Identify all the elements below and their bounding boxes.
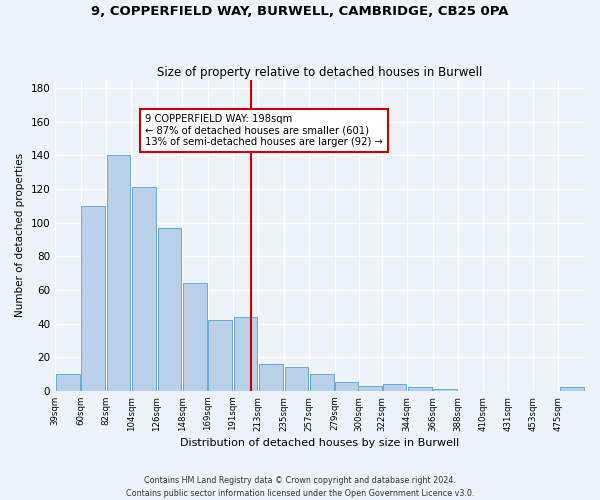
Bar — [183, 283, 206, 391]
Bar — [107, 156, 130, 391]
Bar — [234, 317, 257, 391]
Bar — [82, 206, 105, 391]
Bar — [408, 388, 432, 391]
Bar — [284, 368, 308, 391]
Bar — [56, 374, 80, 391]
Bar — [433, 389, 457, 391]
Bar — [208, 320, 232, 391]
Bar — [132, 188, 156, 391]
Bar — [358, 386, 382, 391]
Bar — [335, 382, 358, 391]
Title: Size of property relative to detached houses in Burwell: Size of property relative to detached ho… — [157, 66, 483, 78]
Bar — [158, 228, 181, 391]
Bar — [383, 384, 406, 391]
Text: Contains HM Land Registry data © Crown copyright and database right 2024.
Contai: Contains HM Land Registry data © Crown c… — [126, 476, 474, 498]
Bar — [560, 388, 584, 391]
Text: 9, COPPERFIELD WAY, BURWELL, CAMBRIDGE, CB25 0PA: 9, COPPERFIELD WAY, BURWELL, CAMBRIDGE, … — [91, 5, 509, 18]
Y-axis label: Number of detached properties: Number of detached properties — [15, 153, 25, 318]
Text: 9 COPPERFIELD WAY: 198sqm
← 87% of detached houses are smaller (601)
13% of semi: 9 COPPERFIELD WAY: 198sqm ← 87% of detac… — [145, 114, 383, 147]
X-axis label: Distribution of detached houses by size in Burwell: Distribution of detached houses by size … — [181, 438, 460, 448]
Bar — [259, 364, 283, 391]
Bar — [310, 374, 334, 391]
